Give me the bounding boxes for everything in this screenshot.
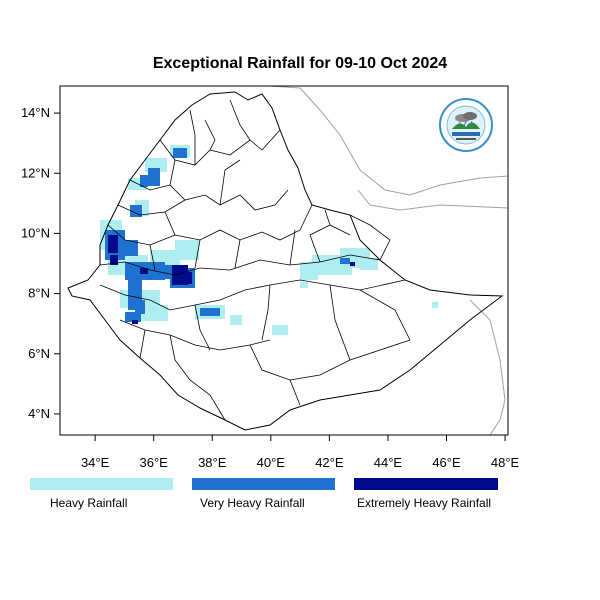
x-tick-label: 38°E <box>198 455 227 470</box>
y-tick-label: 10°N <box>21 225 50 240</box>
y-tick-label: 4°N <box>28 406 50 421</box>
rain-cell-very-heavy <box>200 308 220 316</box>
zone-boundaries <box>99 99 411 421</box>
rain-cell-heavy <box>432 302 438 308</box>
rain-cell-very-heavy <box>135 300 145 314</box>
rain-cell-extremely-heavy <box>140 268 148 274</box>
y-tick-label: 8°N <box>28 286 50 301</box>
rain-cell-very-heavy <box>125 312 141 322</box>
legend-label-very-heavy: Very Heavy Rainfall <box>200 496 305 510</box>
legend-label-extremely-heavy: Extremely Heavy Rainfall <box>357 496 492 510</box>
rain-cell-heavy <box>300 282 308 288</box>
agency-logo-icon <box>439 98 493 152</box>
x-tick-label: 44°E <box>374 455 403 470</box>
rain-cell-heavy <box>230 315 242 325</box>
y-axis: 4°N 6°N 8°N 10°N 12°N 14°N <box>21 105 60 421</box>
rain-cell-extremely-heavy <box>110 255 118 265</box>
rain-cell-very-heavy <box>148 168 160 186</box>
rain-cell-extremely-heavy <box>132 320 138 324</box>
neighbour-borders <box>269 85 509 436</box>
y-tick-label: 14°N <box>21 105 50 120</box>
country-outline <box>67 91 504 431</box>
x-tick-label: 48°E <box>491 455 520 470</box>
rain-cell-heavy <box>360 258 378 270</box>
rain-cell-heavy <box>140 305 168 321</box>
rain-cell-very-heavy <box>118 240 138 256</box>
map-title: Exceptional Rainfall for 09-10 Oct 2024 <box>152 55 448 72</box>
legend-swatch-very-heavy <box>192 478 335 490</box>
x-axis: 34°E 36°E 38°E 40°E 42°E 44°E 46°E 48°E <box>81 435 520 470</box>
rain-cell-very-heavy <box>140 175 148 187</box>
x-tick-label: 42°E <box>315 455 344 470</box>
y-tick-label: 12°N <box>21 165 50 180</box>
x-tick-label: 40°E <box>257 455 286 470</box>
plot-frame <box>59 85 509 436</box>
rain-cell-heavy <box>175 240 199 260</box>
legend-swatch-heavy <box>30 478 173 490</box>
x-tick-label: 34°E <box>81 455 110 470</box>
y-tick-label: 6°N <box>28 346 50 361</box>
x-tick-label: 46°E <box>432 455 461 470</box>
rain-cell-heavy <box>272 325 288 335</box>
legend-swatch-extremely-heavy <box>354 478 498 490</box>
rain-cell-extremely-heavy <box>350 262 355 266</box>
rainfall-cells <box>100 145 438 335</box>
rain-cell-extremely-heavy <box>182 272 192 284</box>
x-tick-label: 36°E <box>140 455 169 470</box>
legend-label-heavy: Heavy Rainfall <box>50 496 128 510</box>
rain-cell-extremely-heavy <box>108 235 118 253</box>
rain-cell-very-heavy <box>340 258 350 264</box>
rain-cell-very-heavy <box>173 148 187 158</box>
rain-cell-very-heavy <box>130 205 142 217</box>
